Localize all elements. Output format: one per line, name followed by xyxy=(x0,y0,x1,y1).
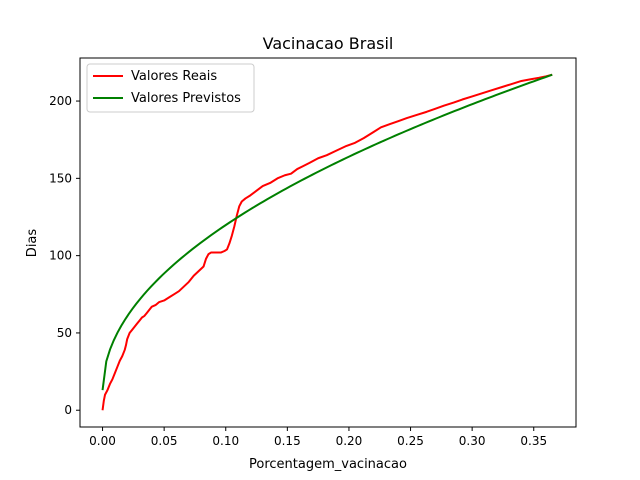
y-tick-label: 200 xyxy=(49,94,72,108)
series-line-valores-reais xyxy=(101,73,553,411)
x-tick-label: 0.05 xyxy=(151,434,178,448)
x-axis-ticks: 0.00 0.05 0.10 0.15 0.20 0.25 0.30 0.35 xyxy=(89,427,547,448)
legend-label-valores-reais: Valores Reais xyxy=(131,69,217,84)
y-axis-label: Dias xyxy=(25,229,40,258)
x-tick-label: 0.30 xyxy=(459,434,486,448)
y-axis-ticks: 0 50 100 150 200 xyxy=(49,94,80,417)
legend-box xyxy=(86,63,255,113)
y-tick-label: 100 xyxy=(49,249,72,263)
y-tick-label: 0 xyxy=(64,403,72,417)
legend-label-valores-previstos: Valores Previstos xyxy=(131,91,241,106)
x-tick-label: 0.35 xyxy=(520,434,547,448)
x-tick-label: 0.00 xyxy=(89,434,116,448)
legend: Valores Reais Valores Previstos xyxy=(86,63,255,113)
x-tick-label: 0.15 xyxy=(274,434,301,448)
chart-title: Vacinacao Brasil xyxy=(263,34,394,53)
y-tick-label: 150 xyxy=(49,171,72,185)
plot-area xyxy=(101,73,553,411)
x-tick-label: 0.10 xyxy=(212,434,239,448)
x-tick-label: 0.20 xyxy=(336,434,363,448)
series-line-valores-previstos xyxy=(101,73,553,391)
x-axis-label: Porcentagem_vacinacao xyxy=(249,457,407,472)
axes-frame xyxy=(79,57,577,428)
y-tick-label: 50 xyxy=(57,326,72,340)
x-tick-label: 0.25 xyxy=(397,434,424,448)
